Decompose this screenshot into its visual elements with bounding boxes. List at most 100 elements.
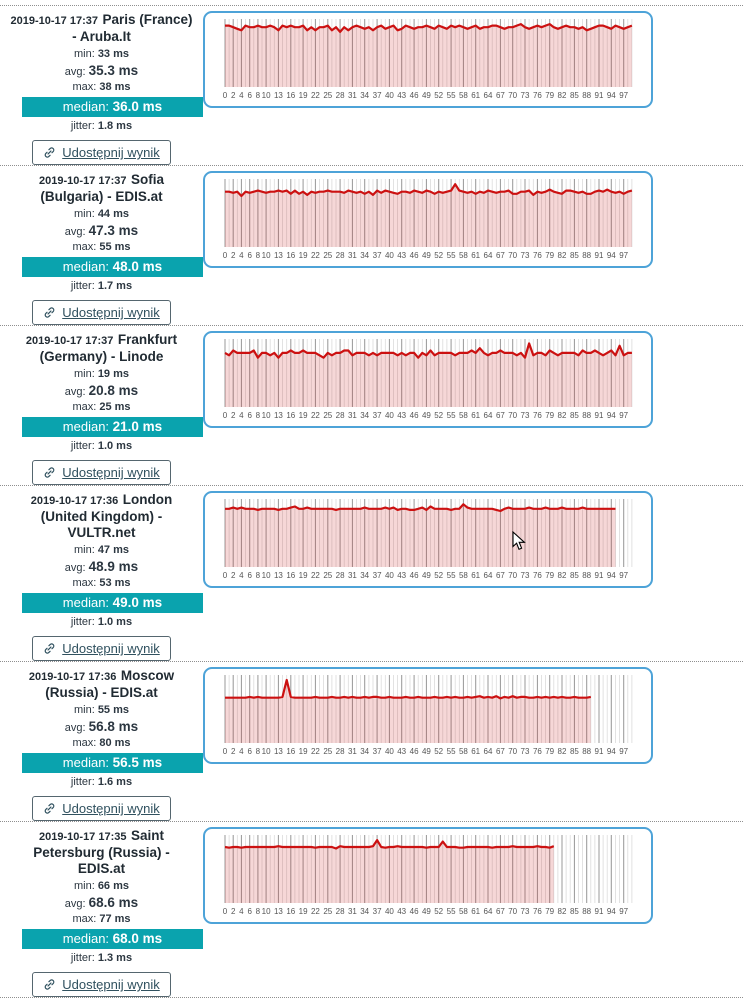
svg-text:46: 46 <box>410 907 419 916</box>
svg-text:40: 40 <box>385 91 394 100</box>
svg-text:82: 82 <box>558 571 567 580</box>
svg-text:94: 94 <box>607 251 616 260</box>
svg-text:67: 67 <box>496 571 505 580</box>
min-value: 66 ms <box>97 880 130 892</box>
share-result-button[interactable]: Udostępnij wynik <box>32 460 171 485</box>
svg-text:82: 82 <box>558 251 567 260</box>
svg-text:91: 91 <box>595 907 604 916</box>
svg-text:91: 91 <box>595 251 604 260</box>
svg-text:43: 43 <box>397 747 406 756</box>
svg-text:88: 88 <box>582 411 591 420</box>
result-timestamp: 2019-10-17 17:36 <box>28 671 117 683</box>
svg-text:6: 6 <box>247 91 252 100</box>
svg-text:79: 79 <box>545 571 554 580</box>
svg-text:88: 88 <box>582 251 591 260</box>
link-icon <box>44 147 55 158</box>
svg-text:25: 25 <box>323 411 332 420</box>
svg-text:46: 46 <box>410 747 419 756</box>
max-row: max: 77 ms <box>0 913 203 925</box>
latency-chart: 0 2 4 6 8 10 13 16 19 22 25 28 31 34 37 40 43 46 49 52 55 58 6… <box>203 331 653 428</box>
svg-text:76: 76 <box>533 907 542 916</box>
svg-text:73: 73 <box>521 251 530 260</box>
svg-text:6: 6 <box>247 747 252 756</box>
max-row: max: 55 ms <box>0 241 203 253</box>
svg-text:40: 40 <box>385 251 394 260</box>
svg-text:76: 76 <box>533 571 542 580</box>
svg-text:28: 28 <box>336 747 345 756</box>
svg-text:8: 8 <box>256 251 261 260</box>
avg-value: 47.3 ms <box>88 223 139 238</box>
svg-text:31: 31 <box>348 251 357 260</box>
svg-text:37: 37 <box>373 251 382 260</box>
avg-value: 20.8 ms <box>88 383 139 398</box>
share-result-button[interactable]: Udostępnij wynik <box>32 140 171 165</box>
panel-title: 2019-10-17 17:35 Saint Petersburg (Russi… <box>0 828 203 877</box>
svg-text:85: 85 <box>570 411 579 420</box>
svg-text:46: 46 <box>410 251 419 260</box>
svg-text:8: 8 <box>256 907 261 916</box>
svg-text:16: 16 <box>286 411 295 420</box>
svg-text:31: 31 <box>348 571 357 580</box>
svg-text:49: 49 <box>422 91 431 100</box>
avg-row: avg: 48.9 ms <box>0 559 203 574</box>
svg-text:8: 8 <box>256 571 261 580</box>
median-bar: median: 56.5 ms <box>22 753 203 773</box>
svg-text:10: 10 <box>262 747 271 756</box>
svg-text:61: 61 <box>471 91 480 100</box>
svg-text:31: 31 <box>348 91 357 100</box>
avg-row: avg: 56.8 ms <box>0 719 203 734</box>
svg-text:97: 97 <box>619 571 628 580</box>
result-timestamp: 2019-10-17 17:35 <box>39 831 127 843</box>
latency-chart: 0 2 4 6 8 10 13 16 19 22 25 28 31 34 37 40 43 46 49 52 55 58 6… <box>203 667 653 764</box>
svg-text:16: 16 <box>286 907 295 916</box>
share-result-button[interactable]: Udostępnij wynik <box>32 972 171 997</box>
svg-text:25: 25 <box>323 571 332 580</box>
ping-result-panel: 2019-10-17 17:36 Moscow (Russia) - EDIS.… <box>0 661 743 821</box>
svg-text:67: 67 <box>496 91 505 100</box>
share-result-button[interactable]: Udostępnij wynik <box>32 796 171 821</box>
result-summary: 2019-10-17 17:35 Saint Petersburg (Russi… <box>0 825 203 997</box>
jitter-label: jitter: <box>70 120 95 132</box>
median-label: median: <box>62 259 110 274</box>
jitter-row: jitter: 1.0 ms <box>0 440 203 452</box>
share-result-button[interactable]: Udostępnij wynik <box>32 636 171 661</box>
svg-text:85: 85 <box>570 91 579 100</box>
svg-text:31: 31 <box>348 411 357 420</box>
min-value: 19 ms <box>97 368 130 380</box>
svg-text:97: 97 <box>619 411 628 420</box>
svg-text:88: 88 <box>582 571 591 580</box>
max-label: max: <box>72 577 97 589</box>
min-row: min: 55 ms <box>0 704 203 716</box>
jitter-label: jitter: <box>70 616 95 628</box>
svg-text:73: 73 <box>521 411 530 420</box>
min-row: min: 33 ms <box>0 48 203 60</box>
result-host: London (United Kingdom) - VULTR.net <box>40 492 173 540</box>
min-label: min: <box>73 544 95 556</box>
svg-text:70: 70 <box>508 251 517 260</box>
ping-result-panel: 2019-10-17 17:35 Saint Petersburg (Russi… <box>0 821 743 997</box>
svg-text:82: 82 <box>558 411 567 420</box>
median-bar: median: 48.0 ms <box>22 257 203 277</box>
avg-label: avg: <box>64 66 86 78</box>
svg-text:0: 0 <box>223 251 228 260</box>
result-summary: 2019-10-17 17:37 Paris (France) - Aruba.… <box>0 9 203 165</box>
jitter-value: 1.6 ms <box>97 776 133 788</box>
svg-text:19: 19 <box>299 571 308 580</box>
svg-text:43: 43 <box>397 91 406 100</box>
svg-text:52: 52 <box>434 251 443 260</box>
result-timestamp: 2019-10-17 17:37 <box>25 335 114 347</box>
svg-text:2: 2 <box>231 91 236 100</box>
avg-value: 48.9 ms <box>88 559 139 574</box>
svg-text:28: 28 <box>336 907 345 916</box>
jitter-row: jitter: 1.0 ms <box>0 616 203 628</box>
svg-text:16: 16 <box>286 571 295 580</box>
panel-title: 2019-10-17 17:37 Sofia (Bulgaria) - EDIS… <box>0 172 203 205</box>
svg-text:52: 52 <box>434 411 443 420</box>
share-result-button[interactable]: Udostępnij wynik <box>32 300 171 325</box>
svg-text:31: 31 <box>348 747 357 756</box>
svg-text:25: 25 <box>323 747 332 756</box>
svg-text:19: 19 <box>299 91 308 100</box>
svg-text:94: 94 <box>607 91 616 100</box>
svg-text:79: 79 <box>545 251 554 260</box>
svg-text:97: 97 <box>619 251 628 260</box>
